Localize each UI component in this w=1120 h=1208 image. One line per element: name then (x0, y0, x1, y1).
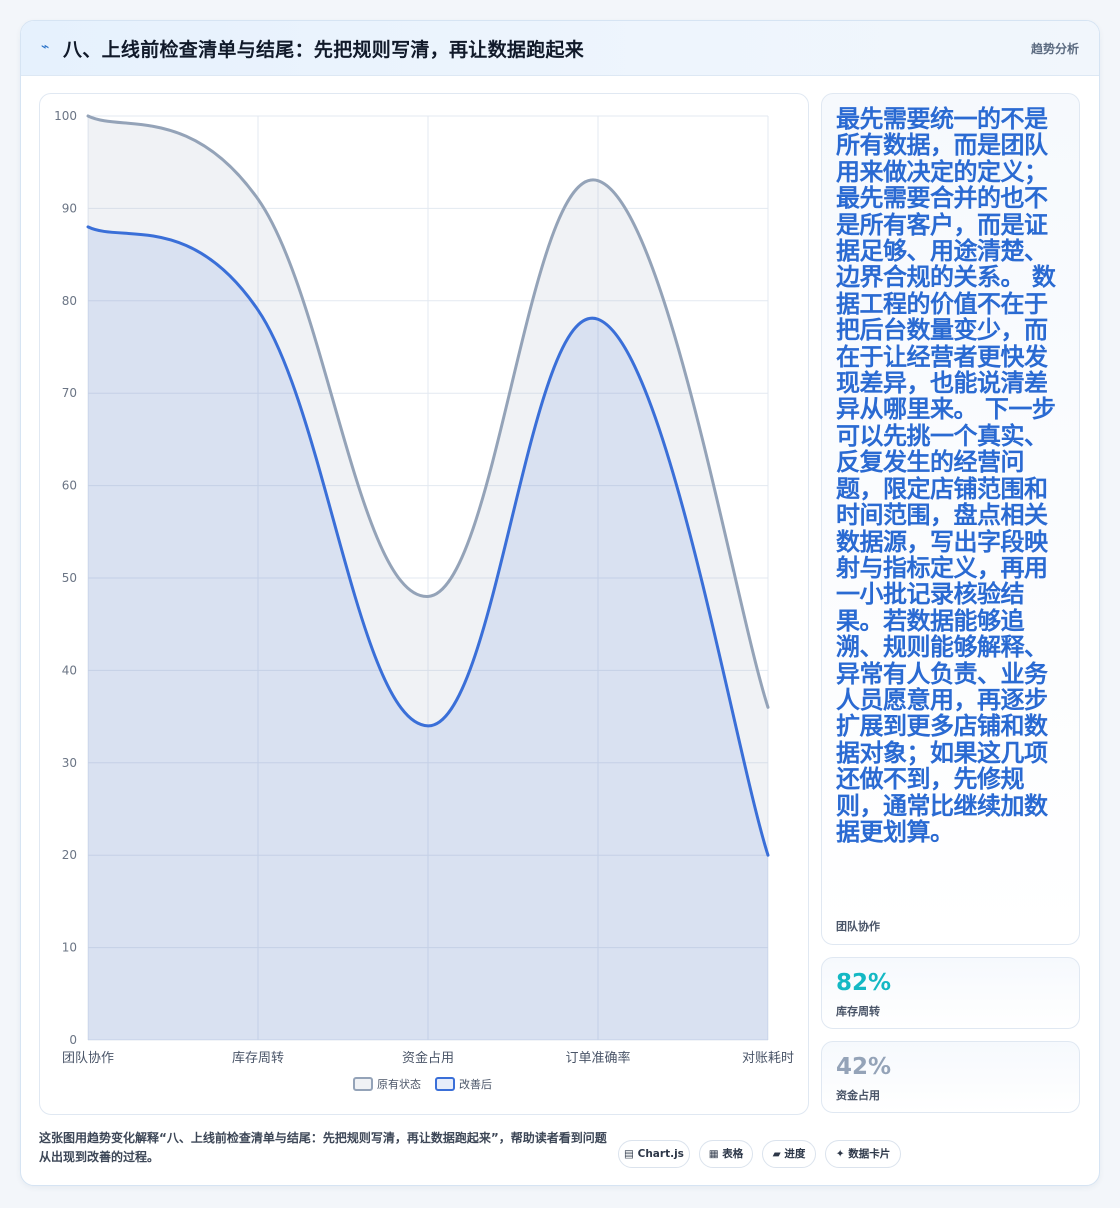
stat-label: 库存周转 (836, 1005, 880, 1018)
series-area-2 (88, 226, 768, 1040)
series-area-1 (88, 116, 768, 1040)
insight-caption: 团队协作 (836, 920, 880, 933)
chip-progress[interactable]: ▰ 进度 (762, 1140, 816, 1168)
header-tag: 趋势分析 (1030, 42, 1079, 56)
chip-label: 数据卡片 (848, 1148, 891, 1160)
card-header: ⌁ 八、上线前检查清单与结尾：先把规则写清，再让数据跑起来 趋势分析 (21, 21, 1099, 76)
legend-label: 原有状态 (377, 1077, 421, 1091)
progress-icon: ▰ (772, 1148, 781, 1160)
chip-data-card[interactable]: ✦ 数据卡片 (825, 1140, 901, 1168)
page-title: 八、上线前检查清单与结尾：先把规则写清，再让数据跑起来 (63, 39, 585, 61)
x-tick-label: 资金占用 (402, 1050, 454, 1066)
y-tick-label: 60 (62, 479, 77, 493)
x-tick-label: 对账耗时 (742, 1051, 794, 1066)
y-tick-label: 40 (62, 663, 77, 677)
y-tick-label: 70 (62, 386, 77, 400)
insight-card: 最先需要统一的不是所有数据，而是团队用来做决定的定义；最先需要合并的也不是所有客… (821, 93, 1080, 945)
chip-label: Chart.js (637, 1148, 684, 1160)
legend-swatch (353, 1077, 373, 1091)
legend-swatch (435, 1077, 455, 1091)
chip-chartjs[interactable]: ▤ Chart.js (618, 1140, 690, 1168)
x-tick-label: 团队协作 (62, 1051, 114, 1066)
insight-text: 最先需要统一的不是所有数据，而是团队用来做决定的定义；最先需要合并的也不是所有客… (836, 105, 1056, 846)
sparkle-icon: ✦ (835, 1148, 845, 1160)
stat-label: 资金占用 (836, 1089, 880, 1102)
chip-label: 表格 (722, 1148, 744, 1160)
stat-value: 42% (836, 1054, 892, 1080)
grid-icon: ▦ (708, 1148, 719, 1160)
y-tick-label: 50 (62, 571, 77, 585)
chart-description: 这张图用趋势变化解释“八、上线前检查清单与结尾：先把规则写清，再让数据跑起来”，… (39, 1131, 607, 1164)
table-icon: ▤ (624, 1148, 634, 1160)
y-tick-label: 10 (62, 941, 77, 955)
stat-card-inventory: 82% 库存周转 (821, 957, 1080, 1029)
series-line-2 (86, 225, 770, 857)
chart-panel: 0 10 20 30 40 50 60 70 80 90 100 团队协作 库存周转 资金占用 订单准确率 对… (39, 93, 809, 1115)
x-tick-label: 订单准确率 (565, 1050, 630, 1066)
chart-line-icon: ⌁ (41, 39, 50, 55)
stat-card-capital: 42% 资金占用 (821, 1041, 1080, 1113)
chart-card: ⌁ 八、上线前检查清单与结尾：先把规则写清，再让数据跑起来 趋势分析 0 10 20… (20, 20, 1100, 1186)
chip-table[interactable]: ▦ 表格 (699, 1140, 753, 1168)
series-line-1 (86, 114, 770, 709)
area-chart: 0 10 20 30 40 50 60 70 80 90 100 团队协作 库存周转 资金占用 订单准确率 对… (54, 109, 794, 1091)
y-tick-label: 90 (62, 201, 77, 215)
chip-label: 进度 (784, 1148, 806, 1160)
y-tick-label: 30 (62, 756, 77, 770)
y-tick-label: 0 (69, 1033, 77, 1047)
legend-label: 改善后 (459, 1077, 492, 1091)
stat-value: 82% (836, 970, 892, 996)
x-tick-label: 库存周转 (232, 1050, 284, 1066)
y-tick-label: 100 (54, 109, 77, 123)
y-tick-label: 80 (62, 294, 77, 308)
y-tick-label: 20 (62, 848, 77, 862)
